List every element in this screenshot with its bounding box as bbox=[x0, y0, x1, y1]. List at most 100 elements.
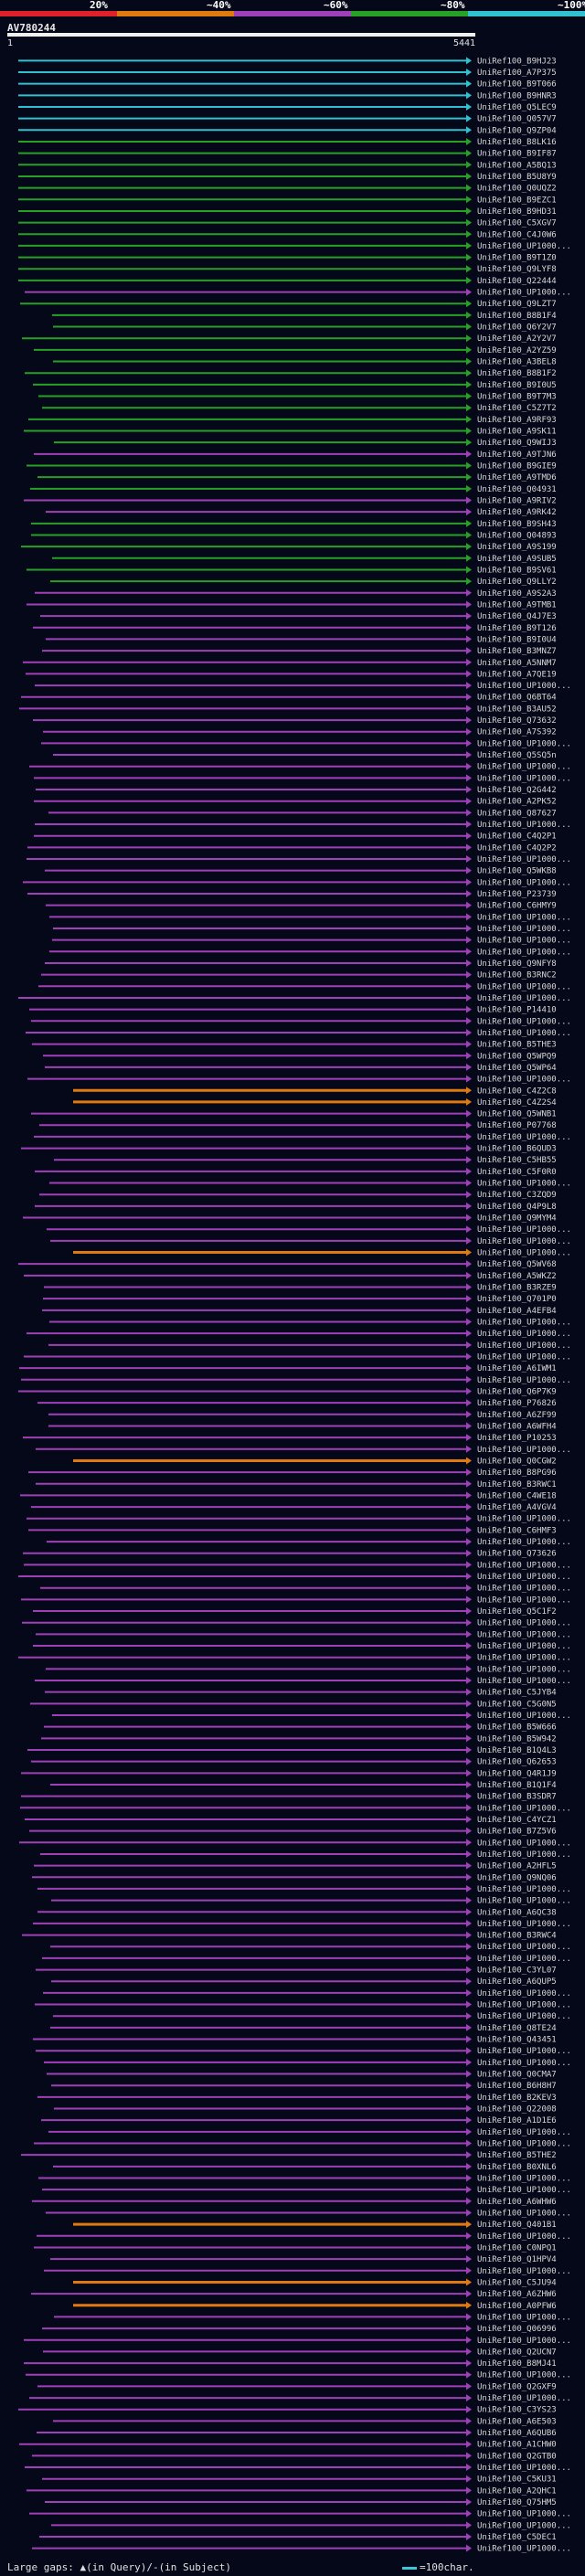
hit-row[interactable]: UniRef100_UP1000... bbox=[53, 924, 571, 934]
hit-label[interactable]: UniRef100_B9T126 bbox=[477, 624, 557, 633]
hit-label[interactable]: UniRef100_A4EFB4 bbox=[477, 1307, 557, 1316]
hit-row[interactable]: UniRef100_B6H8H7 bbox=[51, 2082, 557, 2091]
hit-label[interactable]: UniRef100_B5THE2 bbox=[477, 2151, 557, 2160]
hit-row[interactable]: UniRef100_Q9WIJ3 bbox=[54, 439, 557, 448]
hit-row[interactable]: UniRef100_B6QUD3 bbox=[21, 1144, 557, 1154]
hit-label[interactable]: UniRef100_UP1000... bbox=[477, 1654, 571, 1663]
hit-label[interactable]: UniRef100_UP1000... bbox=[477, 1237, 571, 1246]
hit-row[interactable]: UniRef100_A9TMD6 bbox=[37, 473, 557, 482]
hit-label[interactable]: UniRef100_UP1000... bbox=[477, 1897, 571, 1906]
hit-row[interactable]: UniRef100_UP1000... bbox=[27, 855, 571, 864]
hit-row[interactable]: UniRef100_A9S2A3 bbox=[35, 588, 557, 599]
hit-label[interactable]: UniRef100_Q057V7 bbox=[477, 115, 557, 124]
hit-label[interactable]: UniRef100_Q4J7E3 bbox=[477, 612, 557, 621]
hit-label[interactable]: UniRef100_Q9LLY2 bbox=[477, 578, 557, 587]
hit-row[interactable]: UniRef100_UP1000... bbox=[22, 1618, 571, 1628]
hit-row[interactable]: UniRef100_Q701P0 bbox=[43, 1295, 557, 1304]
hit-label[interactable]: UniRef100_UP1000... bbox=[477, 1642, 571, 1651]
hit-row[interactable]: UniRef100_B9T126 bbox=[33, 623, 557, 633]
hit-row[interactable]: UniRef100_UP1000... bbox=[51, 2521, 571, 2530]
hit-label[interactable]: UniRef100_A7P375 bbox=[477, 69, 557, 78]
hit-label[interactable]: UniRef100_C5KU31 bbox=[477, 2475, 557, 2485]
hit-label[interactable]: UniRef100_A9SUB5 bbox=[477, 555, 557, 564]
hit-row[interactable]: UniRef100_A9TJN6 bbox=[34, 450, 557, 460]
hit-label[interactable]: UniRef100_Q8TE24 bbox=[477, 2024, 557, 2033]
hit-label[interactable]: UniRef100_Q73626 bbox=[477, 1550, 557, 1559]
hit-row[interactable]: UniRef100_Q04931 bbox=[30, 484, 557, 494]
hit-label[interactable]: UniRef100_Q9LYF8 bbox=[477, 265, 557, 274]
hit-row[interactable]: UniRef100_UP1000... bbox=[48, 1341, 571, 1351]
hit-label[interactable]: UniRef100_UP1000... bbox=[477, 1330, 571, 1339]
hit-row[interactable]: UniRef100_B8B1F2 bbox=[25, 369, 557, 378]
hit-label[interactable]: UniRef100_UP1000... bbox=[477, 2545, 571, 2554]
hit-row[interactable]: UniRef100_A6WFH4 bbox=[48, 1422, 557, 1431]
hit-row[interactable]: UniRef100_A6WHW6 bbox=[32, 2197, 557, 2207]
hit-label[interactable]: UniRef100_UP1000... bbox=[477, 2012, 571, 2021]
hit-row[interactable]: UniRef100_C6HMF3 bbox=[28, 1526, 557, 1535]
hit-row[interactable]: UniRef100_B3RZE9 bbox=[44, 1283, 557, 1293]
hit-label[interactable]: UniRef100_UP1000... bbox=[477, 948, 571, 957]
hit-row[interactable]: UniRef100_A6ZHW6 bbox=[31, 2290, 557, 2299]
hit-row[interactable]: UniRef100_Q87627 bbox=[48, 809, 557, 818]
hit-row[interactable]: UniRef100_UP1000... bbox=[34, 774, 571, 783]
hit-row[interactable]: UniRef100_UP1000... bbox=[53, 2012, 571, 2021]
hit-row[interactable]: UniRef100_Q9LYF8 bbox=[18, 265, 557, 274]
hit-label[interactable]: UniRef100_UP1000... bbox=[477, 2174, 571, 2183]
hit-row[interactable]: UniRef100_C4YCZ1 bbox=[25, 1815, 557, 1825]
hit-label[interactable]: UniRef100_UP1000... bbox=[477, 2371, 571, 2380]
hit-label[interactable]: UniRef100_A6IWM1 bbox=[477, 1364, 557, 1373]
hit-row[interactable]: UniRef100_A6QC38 bbox=[37, 1908, 557, 1917]
hit-label[interactable]: UniRef100_A4VGV4 bbox=[477, 1503, 557, 1512]
hit-row[interactable]: UniRef100_Q22008 bbox=[54, 2104, 557, 2115]
hit-label[interactable]: UniRef100_C3YL07 bbox=[477, 1966, 557, 1976]
hit-label[interactable]: UniRef100_UP1000... bbox=[477, 1561, 571, 1570]
hit-label[interactable]: UniRef100_UP1000... bbox=[477, 2510, 571, 2519]
hit-row[interactable]: UniRef100_A6E503 bbox=[53, 2417, 557, 2426]
hit-row[interactable]: UniRef100_P14410 bbox=[29, 1005, 557, 1015]
hit-row[interactable]: UniRef100_Q4R1J9 bbox=[21, 1769, 557, 1778]
hit-label[interactable]: UniRef100_B9T7M3 bbox=[477, 393, 557, 402]
hit-row[interactable]: UniRef100_UP1000... bbox=[52, 1712, 571, 1721]
hit-label[interactable]: UniRef100_Q6BT64 bbox=[477, 694, 557, 703]
hit-row[interactable]: UniRef100_UP1000... bbox=[35, 2000, 571, 2010]
hit-label[interactable]: UniRef100_Q2G442 bbox=[477, 786, 557, 795]
hit-label[interactable]: UniRef100_UP1000... bbox=[477, 937, 571, 946]
hit-row[interactable]: UniRef100_B8PG96 bbox=[28, 1468, 557, 1478]
hit-label[interactable]: UniRef100_Q5WNB1 bbox=[477, 1110, 557, 1119]
hit-row[interactable]: UniRef100_C5F0R0 bbox=[35, 1167, 557, 1177]
hit-label[interactable]: UniRef100_Q5WPQ9 bbox=[477, 1052, 557, 1061]
hit-label[interactable]: UniRef100_B9HD31 bbox=[477, 207, 557, 217]
hit-label[interactable]: UniRef100_P14410 bbox=[477, 1006, 557, 1015]
hit-label[interactable]: UniRef100_Q9LZT7 bbox=[477, 300, 557, 309]
hit-label[interactable]: UniRef100_B9SV61 bbox=[477, 566, 557, 575]
hit-row[interactable]: UniRef100_Q9LLY2 bbox=[50, 578, 557, 587]
hit-label[interactable]: UniRef100_A9S199 bbox=[477, 543, 557, 552]
hit-label[interactable]: UniRef100_A6WFH4 bbox=[477, 1422, 557, 1431]
hit-row[interactable]: UniRef100_UP1000... bbox=[49, 1179, 571, 1189]
hit-row[interactable]: UniRef100_A9SK11 bbox=[24, 427, 557, 437]
hit-row[interactable]: UniRef100_A4VGV4 bbox=[31, 1503, 557, 1512]
hit-label[interactable]: UniRef100_B6QUD3 bbox=[477, 1145, 557, 1154]
hit-row[interactable]: UniRef100_UP1000... bbox=[48, 2127, 571, 2137]
hit-label[interactable]: UniRef100_C4WE18 bbox=[477, 1491, 557, 1500]
hit-row[interactable]: UniRef100_UP1000... bbox=[36, 2047, 571, 2056]
hit-row[interactable]: UniRef100_UP1000... bbox=[34, 1132, 571, 1142]
hit-row[interactable]: UniRef100_B3RNC2 bbox=[41, 970, 557, 981]
hit-label[interactable]: UniRef100_UP1000... bbox=[477, 774, 571, 783]
hit-row[interactable]: UniRef100_B5W666 bbox=[44, 1723, 557, 1733]
hit-label[interactable]: UniRef100_UP1000... bbox=[477, 2521, 571, 2530]
hit-label[interactable]: UniRef100_UP1000... bbox=[477, 1573, 571, 1582]
hit-label[interactable]: UniRef100_B3SDR7 bbox=[477, 1793, 557, 1802]
hit-row[interactable]: UniRef100_UP1000... bbox=[37, 2231, 571, 2242]
hit-label[interactable]: UniRef100_Q5C1F2 bbox=[477, 1607, 557, 1617]
hit-label[interactable]: UniRef100_UP1000... bbox=[477, 982, 571, 991]
hit-label[interactable]: UniRef100_UP1000... bbox=[477, 994, 571, 1003]
hit-label[interactable]: UniRef100_A7S392 bbox=[477, 728, 557, 737]
hit-row[interactable]: UniRef100_UP1000... bbox=[23, 878, 571, 887]
hit-label[interactable]: UniRef100_UP1000... bbox=[477, 682, 571, 691]
hit-label[interactable]: UniRef100_Q0UQZ2 bbox=[477, 185, 557, 194]
hit-label[interactable]: UniRef100_Q4P9L8 bbox=[477, 1203, 557, 1212]
hit-label[interactable]: UniRef100_A6WHW6 bbox=[477, 2198, 557, 2207]
hit-label[interactable]: UniRef100_UP1000... bbox=[477, 1989, 571, 1998]
hit-label[interactable]: UniRef100_A3BEL8 bbox=[477, 358, 557, 367]
